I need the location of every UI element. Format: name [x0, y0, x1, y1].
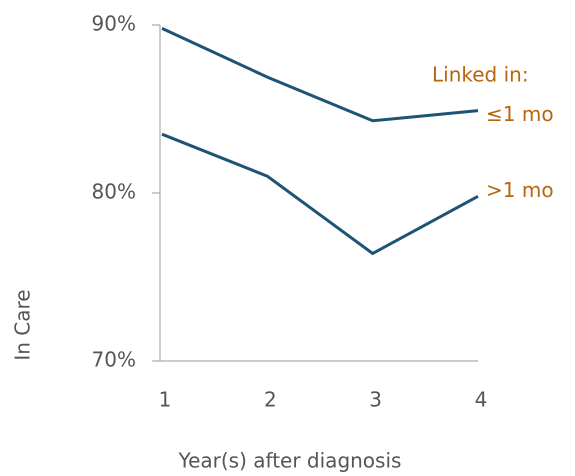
x-axis-label: Year(s) after diagnosis	[178, 449, 402, 473]
series-label: ≤1 mo	[486, 102, 554, 126]
series-line	[161, 132, 479, 256]
x-tick-label: 1	[159, 388, 172, 412]
y-tick-label: 70%	[92, 348, 136, 372]
x-tick-label: 3	[369, 388, 382, 412]
y-axis-label: In Care	[11, 289, 35, 360]
x-tick-label: 4	[475, 388, 488, 412]
y-tick-label: 90%	[92, 12, 136, 36]
series-line	[161, 26, 479, 123]
annotation: Linked in:	[432, 63, 529, 87]
y-tick-label: 80%	[92, 180, 136, 204]
x-tick-label: 2	[264, 388, 277, 412]
series-label: >1 mo	[486, 178, 554, 202]
